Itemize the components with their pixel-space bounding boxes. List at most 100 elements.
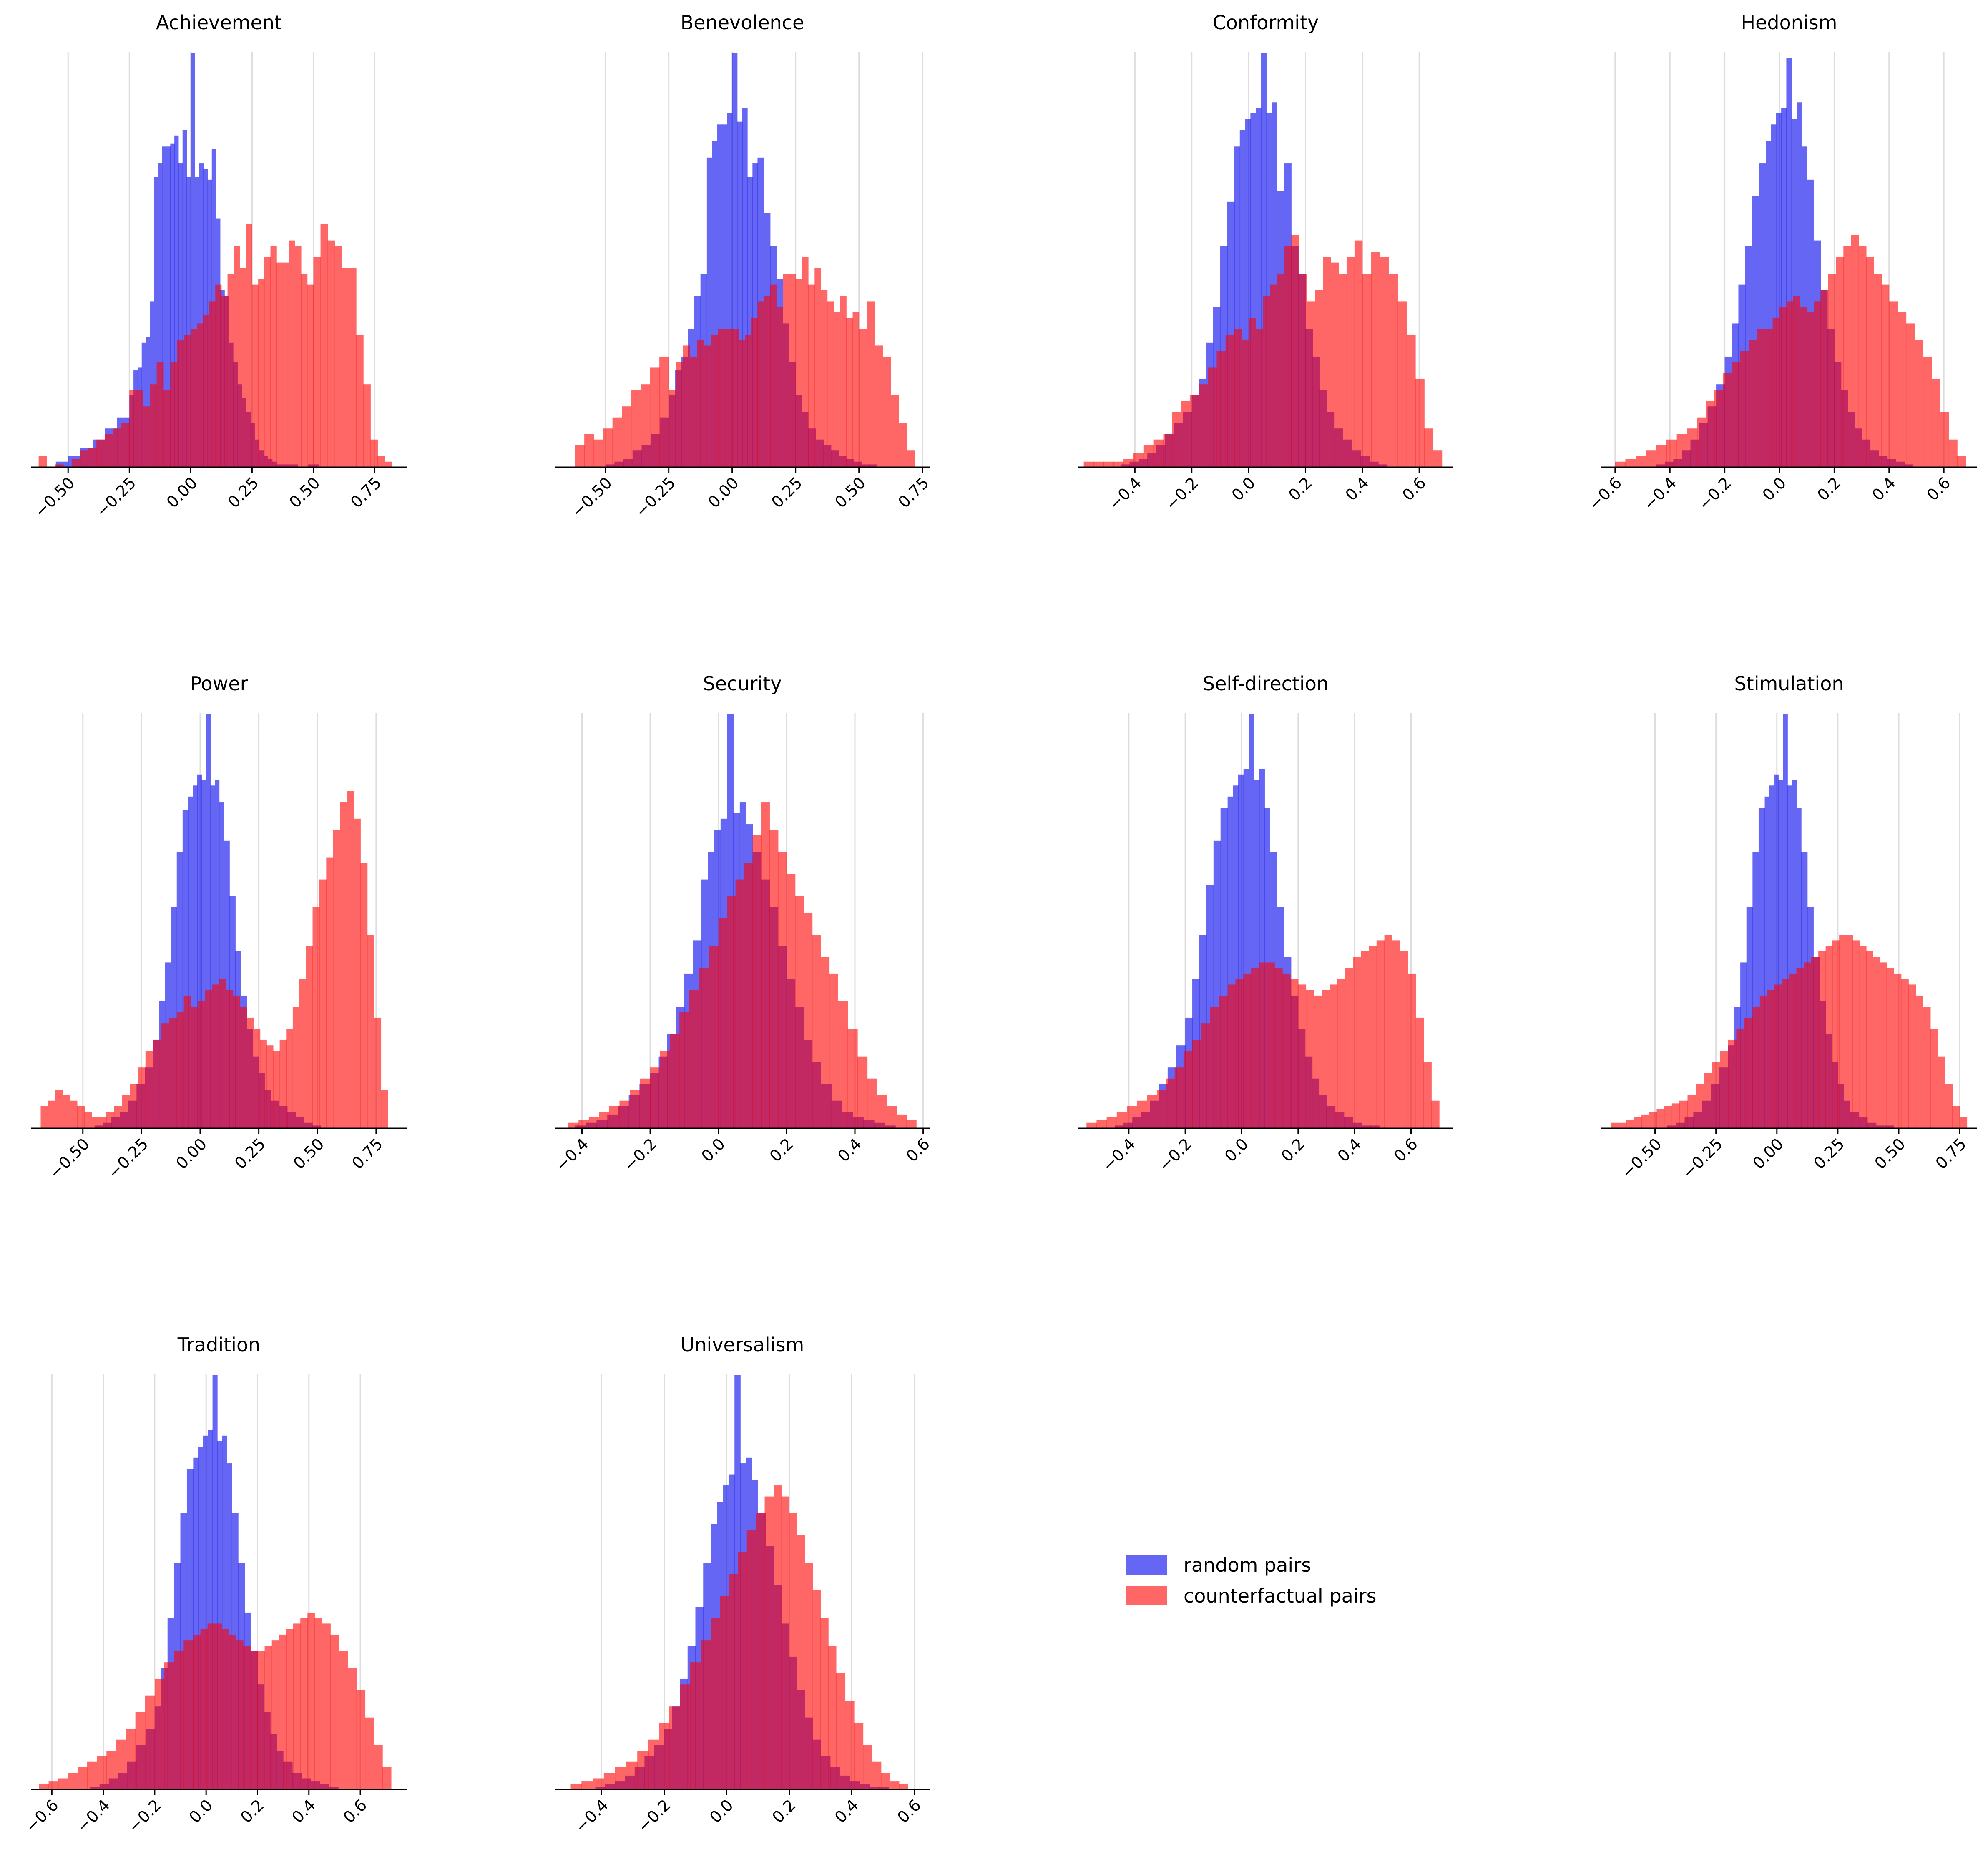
bar-counterfactual: [808, 284, 815, 467]
bar-counterfactual: [257, 1651, 265, 1789]
bar-counterfactual: [1362, 274, 1372, 467]
bar-counterfactual: [735, 879, 744, 1128]
bar-counterfactual: [669, 1706, 680, 1789]
bar-counterfactual: [48, 1781, 59, 1789]
bar-counterfactual: [761, 802, 770, 1128]
bar-counterfactual: [1898, 312, 1907, 467]
bar-counterfactual: [845, 1701, 855, 1789]
bar-counterfactual: [1649, 1112, 1657, 1128]
panel-title: Achievement: [156, 11, 282, 34]
tick-label: 0.4: [1868, 473, 1899, 504]
bar-counterfactual: [1744, 1017, 1753, 1128]
bar-counterfactual: [827, 301, 834, 467]
bar-counterfactual: [764, 296, 771, 467]
bar-counterfactual: [1687, 428, 1698, 467]
bar-counterfactual: [1749, 340, 1758, 467]
bar-counterfactual: [1227, 984, 1236, 1128]
bar-counterfactual: [1183, 1051, 1193, 1128]
bar-counterfactual: [289, 240, 295, 467]
bar-counterfactual: [1793, 296, 1800, 467]
bar-counterfactual: [1116, 1112, 1127, 1128]
bar-counterfactual: [630, 1090, 641, 1128]
bar-counterfactual: [1728, 1039, 1737, 1128]
bar-random: [197, 774, 202, 1128]
bar-counterfactual: [626, 1761, 638, 1789]
bar-counterfactual: [1740, 351, 1749, 467]
bar-counterfactual: [207, 1623, 215, 1789]
bar-counterfactual: [859, 329, 867, 467]
bar-counterfactual: [867, 1078, 877, 1128]
bar-counterfactual: [169, 1017, 177, 1128]
bar-counterfactual: [1225, 334, 1235, 467]
tick-label: 0.2: [237, 1796, 268, 1827]
tick-label: 0.4: [1334, 1135, 1365, 1165]
bar-counterfactual: [612, 417, 622, 467]
bar-counterfactual: [367, 935, 374, 1128]
bar-counterfactual: [322, 1623, 331, 1789]
bar-counterfactual: [212, 984, 219, 1128]
bar-counterfactual: [1157, 1090, 1166, 1128]
panel-title: Universalism: [681, 1334, 804, 1356]
bar-counterfactual: [1199, 384, 1208, 467]
tick-label: 0.6: [902, 1135, 933, 1165]
bar-counterfactual: [1103, 461, 1114, 467]
bar-counterfactual: [1906, 323, 1915, 467]
bar-counterfactual: [752, 835, 762, 1128]
legend-entry-counterfactual: counterfactual pairs: [1126, 1580, 1377, 1611]
bar-counterfactual: [738, 1552, 747, 1789]
bar-counterfactual: [727, 896, 736, 1128]
tick-label: 0.6: [894, 1796, 925, 1827]
bar-counterfactual: [215, 284, 222, 467]
bar-random: [162, 146, 167, 467]
bar-counterfactual: [1113, 461, 1124, 467]
bar-counterfactual: [191, 329, 197, 467]
tick-label: 0.75: [895, 473, 932, 511]
bar-counterfactual: [191, 1007, 198, 1128]
bar-counterfactual: [1337, 979, 1346, 1128]
bar-counterfactual: [603, 1773, 616, 1789]
panel-title: Power: [190, 672, 248, 695]
legend-swatch-counterfactual: [1126, 1586, 1167, 1605]
bar-counterfactual: [897, 1114, 907, 1128]
bar-counterfactual: [746, 1530, 756, 1789]
bar-counterfactual: [1626, 1120, 1634, 1128]
bar-counterfactual: [1948, 439, 1958, 467]
bar-counterfactual: [1957, 456, 1966, 467]
bar-counterfactual: [812, 935, 821, 1128]
bar-counterfactual: [1772, 318, 1780, 467]
bar-counterfactual: [340, 802, 347, 1128]
bar-counterfactual: [1641, 1114, 1649, 1128]
bar-counterfactual: [1611, 1122, 1619, 1128]
bar-counterfactual: [1804, 962, 1812, 1128]
bar-counterfactual: [1712, 1062, 1720, 1128]
tick-label: 0.00: [704, 473, 742, 511]
bar-counterfactual: [80, 450, 88, 467]
bar-counterfactual: [307, 284, 314, 467]
bar-counterfactual: [1666, 439, 1677, 467]
bar-counterfactual: [680, 1684, 691, 1789]
bar-counterfactual: [711, 334, 719, 467]
bar-counterfactual: [1274, 968, 1283, 1128]
bar-counterfactual: [92, 1117, 99, 1128]
bar-counterfactual: [333, 830, 340, 1128]
bar-counterfactual: [1636, 456, 1646, 467]
tick-label: 0.4: [1342, 473, 1372, 504]
bar-counterfactual: [890, 1781, 900, 1789]
bar-counterfactual: [1314, 995, 1322, 1128]
bar-counterfactual: [77, 1767, 88, 1789]
bar-counterfactual: [229, 1634, 236, 1789]
bar-counterfactual: [744, 863, 753, 1128]
bar-counterfactual: [725, 329, 733, 467]
tick-label: −0.50: [31, 473, 78, 521]
bar-random: [1769, 785, 1774, 1128]
panel-stimulation: −0.50 −0.25 0.00 0.25 0.50 0.75 Stimulation: [1601, 672, 1977, 1182]
bar-counterfactual: [143, 406, 150, 467]
bar-counterfactual: [1923, 356, 1932, 467]
bar-counterfactual: [745, 334, 751, 467]
bar-counterfactual: [1843, 246, 1852, 467]
bar-counterfactual: [264, 257, 271, 467]
bar-counterfactual: [1330, 984, 1338, 1128]
bar-counterfactual: [1634, 1117, 1642, 1128]
bar-counterfactual: [365, 1717, 374, 1789]
bar-counterfactual: [1093, 461, 1104, 467]
